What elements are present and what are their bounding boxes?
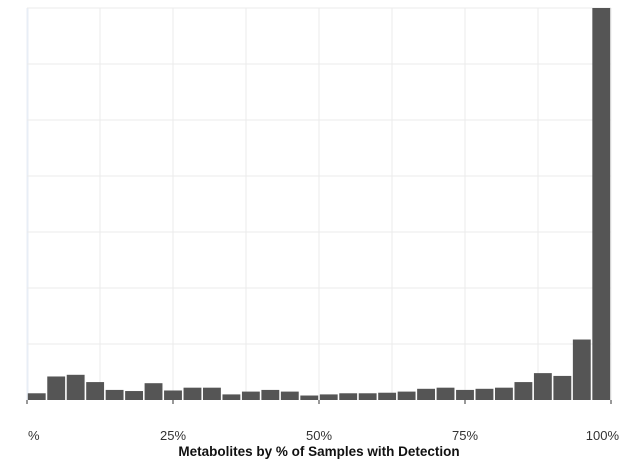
histogram-bar	[339, 393, 358, 400]
histogram-bar	[572, 339, 591, 400]
histogram-bar	[125, 391, 143, 400]
x-tick-label: 100%	[586, 428, 620, 443]
histogram-bar	[105, 389, 124, 400]
histogram-bar	[66, 374, 85, 400]
horizontal-gridlines	[27, 7, 611, 345]
histogram-bar	[280, 391, 299, 400]
histogram-bar	[495, 387, 513, 400]
histogram-bar	[144, 383, 163, 400]
histogram-bar	[300, 395, 319, 400]
histogram-bar	[27, 393, 46, 400]
histogram-bar	[514, 382, 533, 400]
histogram-bar	[203, 387, 221, 400]
histogram-bars	[27, 8, 611, 400]
histogram-bar	[592, 8, 611, 400]
histogram-bar	[378, 392, 397, 400]
histogram-bar	[417, 388, 435, 400]
histogram-bar	[86, 382, 105, 400]
histogram-bar	[397, 391, 416, 400]
histogram-bar	[456, 389, 474, 400]
histogram-bar	[261, 389, 280, 400]
histogram-bar	[222, 394, 241, 400]
x-tick-label: %	[28, 428, 40, 443]
vertical-gridlines	[99, 8, 612, 400]
histogram-bar	[358, 393, 377, 400]
histogram-bar	[183, 387, 202, 400]
x-tick-label: 25%	[160, 428, 186, 443]
histogram-bar	[436, 387, 455, 400]
histogram-bar	[241, 391, 260, 400]
x-tick-label: 50%	[306, 428, 332, 443]
x-tick-label: 75%	[452, 428, 478, 443]
histogram-bar	[475, 388, 494, 400]
histogram-bar	[553, 375, 572, 400]
x-axis-title: Metabolites by % of Samples with Detecti…	[178, 444, 459, 459]
histogram-bar	[164, 390, 182, 400]
histogram-bar	[319, 394, 338, 400]
histogram-bar	[47, 376, 66, 400]
x-axis-ticks: % 25% 50% 75% 100%	[26, 400, 620, 443]
histogram-bar	[533, 373, 552, 400]
